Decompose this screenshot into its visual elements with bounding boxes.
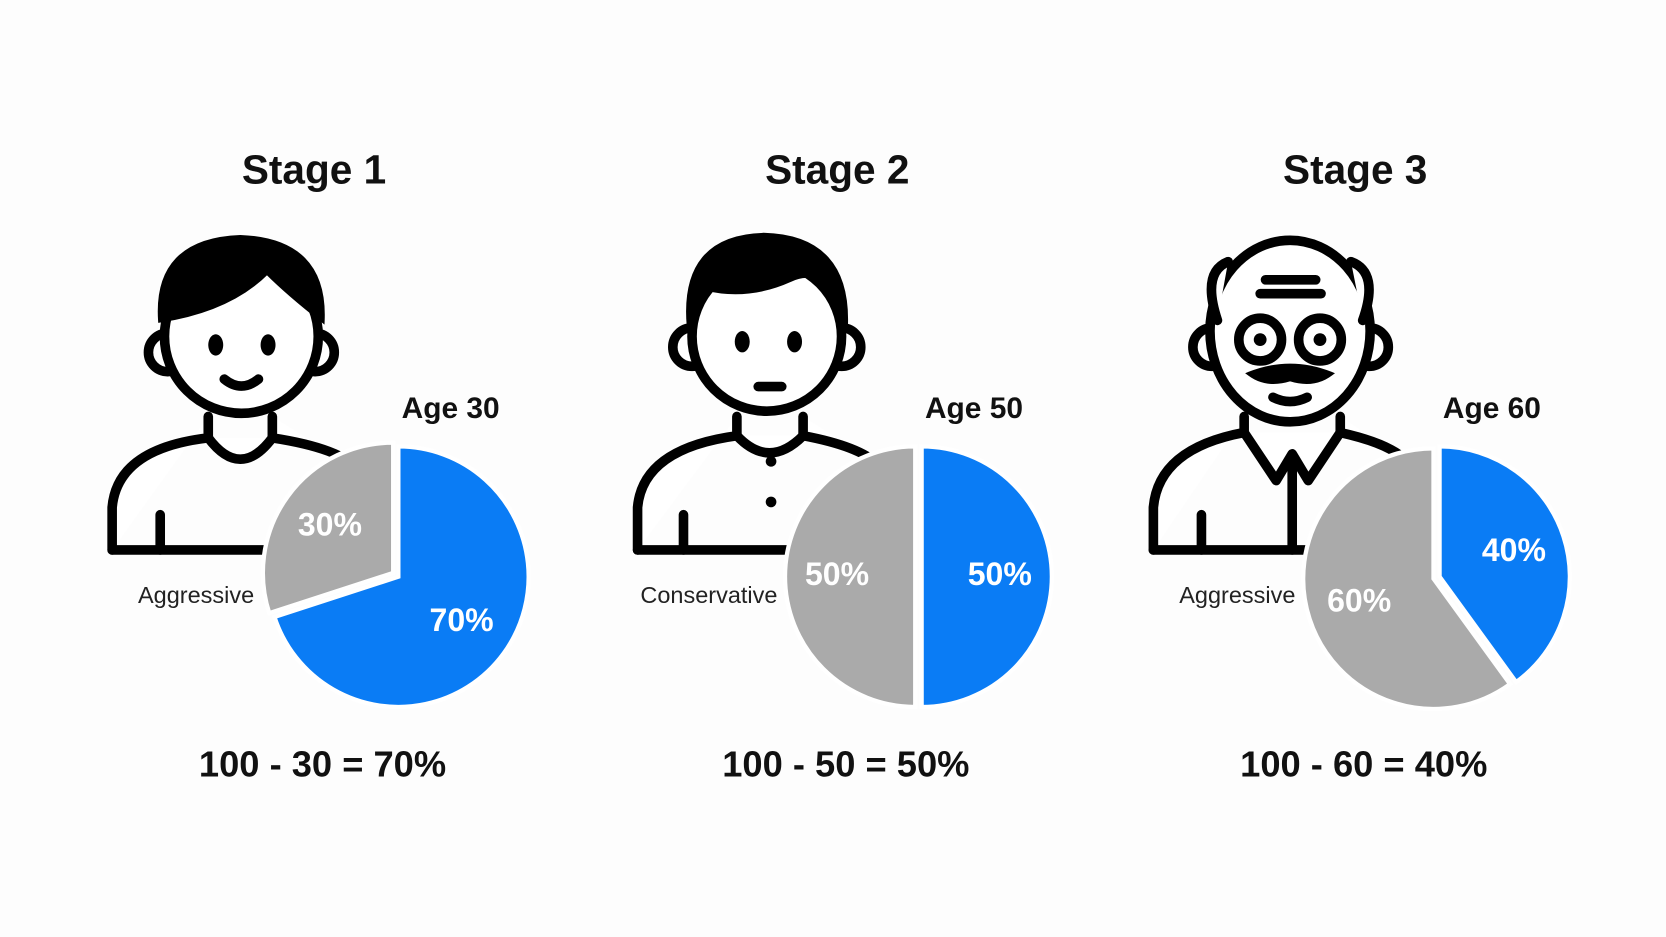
pie-slice	[919, 444, 1055, 710]
slice-label: 70%	[430, 602, 494, 638]
stage-title: Stage 1	[242, 147, 386, 193]
formula: 100 - 60 = 40%	[1240, 743, 1487, 784]
middle-aged-person-icon	[632, 232, 883, 555]
age-label: Age 60	[1443, 392, 1541, 425]
age-label: Age 30	[402, 392, 500, 425]
age-label: Age 50	[925, 392, 1023, 425]
elderly-person-icon	[1148, 235, 1410, 555]
stage-title: Stage 3	[1283, 147, 1427, 193]
slice-label: 60%	[1327, 582, 1391, 618]
stage-title: Stage 2	[765, 147, 909, 193]
strategy-label: Aggressive	[138, 582, 254, 608]
slice-label: 40%	[1482, 532, 1546, 568]
strategy-label: Aggressive	[1179, 582, 1295, 608]
pie-slice	[1301, 446, 1514, 712]
formula: 100 - 50 = 50%	[722, 743, 969, 784]
strategy-label: Conservative	[640, 582, 777, 608]
young-person-icon	[107, 234, 363, 555]
slice-label: 30%	[298, 506, 362, 542]
slice-label: 50%	[968, 556, 1032, 592]
formula: 100 - 30 = 70%	[199, 743, 446, 784]
pie-slice	[782, 444, 918, 710]
slice-label: 50%	[805, 556, 869, 592]
pie-slice	[271, 444, 531, 710]
pie-slice	[260, 440, 396, 616]
pie-slice	[1437, 444, 1573, 686]
